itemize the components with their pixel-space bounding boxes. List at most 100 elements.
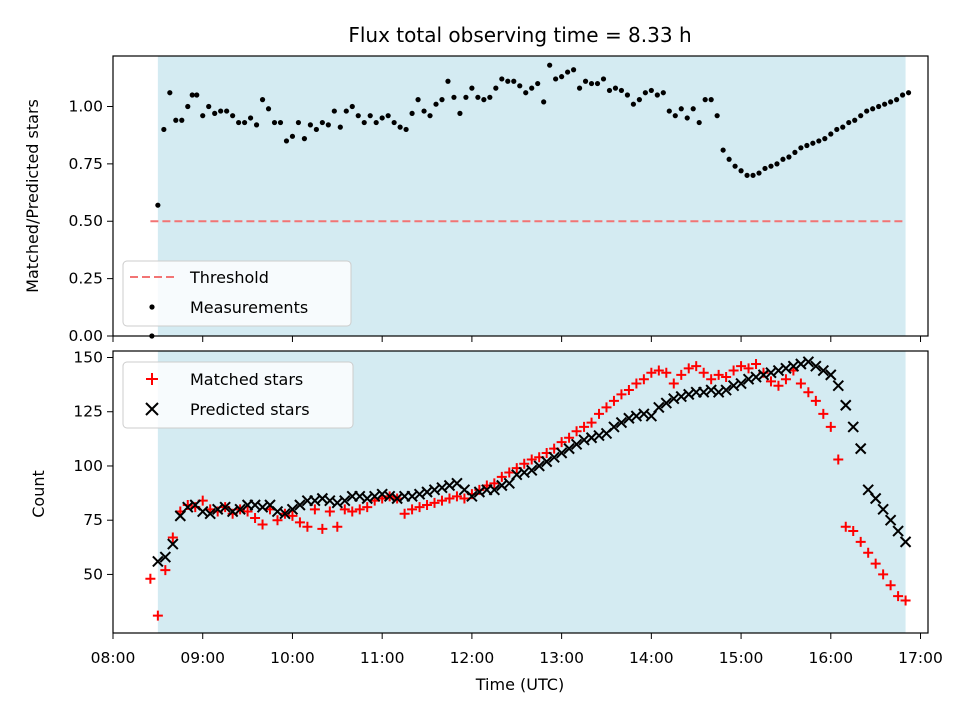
measurement-point <box>685 115 690 120</box>
measurement-point <box>523 90 528 95</box>
measurement-point <box>541 99 546 104</box>
measurement-point <box>350 104 355 109</box>
measurement-point <box>218 108 223 113</box>
measurement-point <box>786 154 791 159</box>
measurement-point <box>727 157 732 162</box>
measurement-point <box>194 92 199 97</box>
measurement-point <box>852 118 857 123</box>
measurement-point <box>876 104 881 109</box>
measurement-point <box>320 120 325 125</box>
measurement-point <box>583 79 588 84</box>
measurement-point <box>840 125 845 130</box>
measurement-point <box>200 113 205 118</box>
x-tick-label: 13:00 <box>539 649 584 667</box>
measurement-point <box>290 134 295 139</box>
measurement-point <box>697 120 702 125</box>
measurement-point <box>296 120 301 125</box>
measurement-point <box>224 108 229 113</box>
measurement-point <box>673 113 678 118</box>
measurement-point <box>493 86 498 91</box>
measurement-point <box>703 97 708 102</box>
bottom-y-tick-label: 125 <box>73 403 103 421</box>
top-panel: 0.000.250.500.751.00 Flux total observin… <box>23 23 928 345</box>
x-tick-label: 15:00 <box>719 649 764 667</box>
measurement-point <box>661 90 666 95</box>
measurement-point <box>750 173 755 178</box>
measurement-point <box>206 104 211 109</box>
measurement-point <box>864 108 869 113</box>
measurement-point <box>637 97 642 102</box>
bottom-y-tick-label: 100 <box>73 457 103 475</box>
bottom-y-tick-label: 150 <box>73 349 103 367</box>
measurement-point <box>846 120 851 125</box>
measurement-point <box>155 203 160 208</box>
measurement-point <box>828 131 833 136</box>
measurement-point <box>738 168 743 173</box>
measurement-point <box>822 136 827 141</box>
x-tick-label: 09:00 <box>180 649 225 667</box>
legend-threshold-label: Threshold <box>189 268 269 287</box>
measurement-point <box>792 150 797 155</box>
measurement-point <box>179 118 184 123</box>
top-y-axis-label: Matched/Predicted stars <box>23 99 42 293</box>
measurement-point <box>415 97 420 102</box>
measurement-point <box>356 113 361 118</box>
measurement-point <box>445 79 450 84</box>
x-tick-label: 12:00 <box>450 649 495 667</box>
measurement-point <box>625 92 630 97</box>
measurement-point <box>709 97 714 102</box>
measurement-point <box>362 120 367 125</box>
measurement-point <box>631 102 636 107</box>
measurement-point <box>547 63 552 68</box>
measurement-point <box>380 115 385 120</box>
measurement-point <box>762 166 767 171</box>
measurement-point <box>439 97 444 102</box>
top-y-tick-label: 0.75 <box>68 155 103 173</box>
measurement-point <box>475 95 480 100</box>
measurement-point <box>499 76 504 81</box>
x-tick-label: 14:00 <box>629 649 674 667</box>
measurement-point <box>732 164 737 169</box>
measurement-point <box>314 127 319 132</box>
x-axis-label: Time (UTC) <box>475 675 564 694</box>
legend-matched-label: Matched stars <box>190 370 303 389</box>
measurement-point <box>858 113 863 118</box>
measurement-point <box>254 122 259 127</box>
measurement-point <box>756 170 761 175</box>
measurement-point <box>870 106 875 111</box>
x-tick-label: 10:00 <box>270 649 315 667</box>
measurement-point <box>667 108 672 113</box>
x-tick-label: 11:00 <box>360 649 405 667</box>
measurement-point <box>173 118 178 123</box>
legend-measurements-label: Measurements <box>190 298 308 317</box>
measurement-point <box>906 90 911 95</box>
measurement-point <box>266 106 271 111</box>
measurement-point <box>571 67 576 72</box>
measurement-point <box>679 106 684 111</box>
measurement-point <box>284 138 289 143</box>
measurement-point <box>804 143 809 148</box>
measurement-point <box>230 113 235 118</box>
measurement-point <box>308 122 313 127</box>
measurement-point <box>451 95 456 100</box>
measurement-point <box>559 74 564 79</box>
bottom-y-axis-label: Count <box>29 470 48 518</box>
measurement-point <box>190 92 195 97</box>
measurement-point <box>326 122 331 127</box>
x-tick-label: 08:00 <box>91 649 136 667</box>
top-legend: Threshold Measurements <box>123 261 351 326</box>
bottom-panel: 507510012515008:00 09:00 10:00 11:00 12:00 13… <box>29 349 943 694</box>
measurement-point <box>565 69 570 74</box>
bottom-y-tick-label: 75 <box>83 511 103 529</box>
top-y-tick-label: 0.25 <box>68 270 103 288</box>
x-tick-label: 17:00 <box>898 649 943 667</box>
measurement-point <box>392 120 397 125</box>
measurement-point <box>744 173 749 178</box>
measurement-point <box>595 81 600 86</box>
measurement-point <box>553 76 558 81</box>
measurement-point <box>344 108 349 113</box>
measurement-point <box>481 97 486 102</box>
measurement-point <box>643 90 648 95</box>
measurement-point <box>236 120 241 125</box>
